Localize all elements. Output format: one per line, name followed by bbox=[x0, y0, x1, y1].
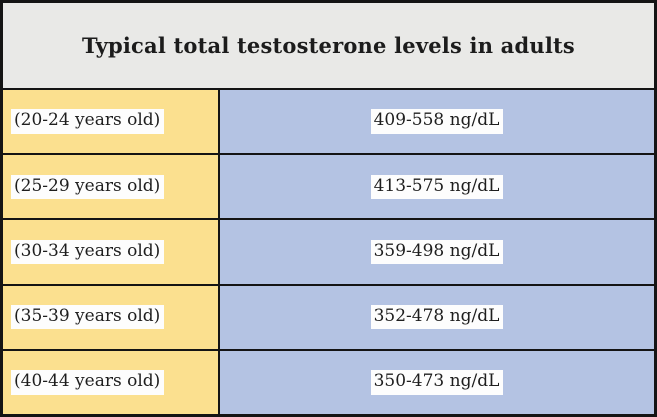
testosterone-range-value: 409-558 ng/dL bbox=[370, 109, 504, 134]
table-row: (25-29 years old) 413-575 ng/dL bbox=[3, 153, 654, 219]
table-row: (35-39 years old) 352-478 ng/dL bbox=[3, 283, 654, 349]
age-group-label: (25-29 years old) bbox=[11, 174, 165, 199]
testosterone-range-cell: 413-575 ng/dL bbox=[220, 155, 654, 219]
table-title: Typical total testosterone levels in adu… bbox=[82, 33, 575, 58]
age-group-cell: (35-39 years old) bbox=[3, 285, 220, 349]
age-group-label: (20-24 years old) bbox=[11, 109, 165, 134]
age-group-cell: (30-34 years old) bbox=[3, 220, 220, 284]
testosterone-range-cell: 359-498 ng/dL bbox=[220, 220, 654, 284]
testosterone-range-value: 352-478 ng/dL bbox=[370, 305, 504, 330]
age-group-label: (30-34 years old) bbox=[11, 239, 165, 265]
testosterone-range-value: 359-498 ng/dL bbox=[370, 239, 504, 265]
testosterone-range-cell: 350-473 ng/dL bbox=[220, 350, 654, 414]
table-title-row: Typical total testosterone levels in adu… bbox=[3, 3, 654, 88]
table-row: (40-44 years old) 350-473 ng/dL bbox=[3, 348, 654, 414]
testosterone-range-cell: 409-558 ng/dL bbox=[220, 90, 654, 154]
age-group-label: (40-44 years old) bbox=[11, 370, 165, 395]
age-group-cell: (20-24 years old) bbox=[3, 90, 220, 154]
age-group-cell: (25-29 years old) bbox=[3, 155, 220, 219]
testosterone-range-value: 350-473 ng/dL bbox=[370, 370, 504, 395]
table-row: (20-24 years old) 409-558 ng/dL bbox=[3, 88, 654, 154]
testosterone-range-cell: 352-478 ng/dL bbox=[220, 285, 654, 349]
age-group-cell: (40-44 years old) bbox=[3, 350, 220, 414]
testosterone-range-value: 413-575 ng/dL bbox=[370, 174, 504, 199]
table-row: (30-34 years old) 359-498 ng/dL bbox=[3, 218, 654, 284]
age-group-label: (35-39 years old) bbox=[11, 305, 165, 330]
